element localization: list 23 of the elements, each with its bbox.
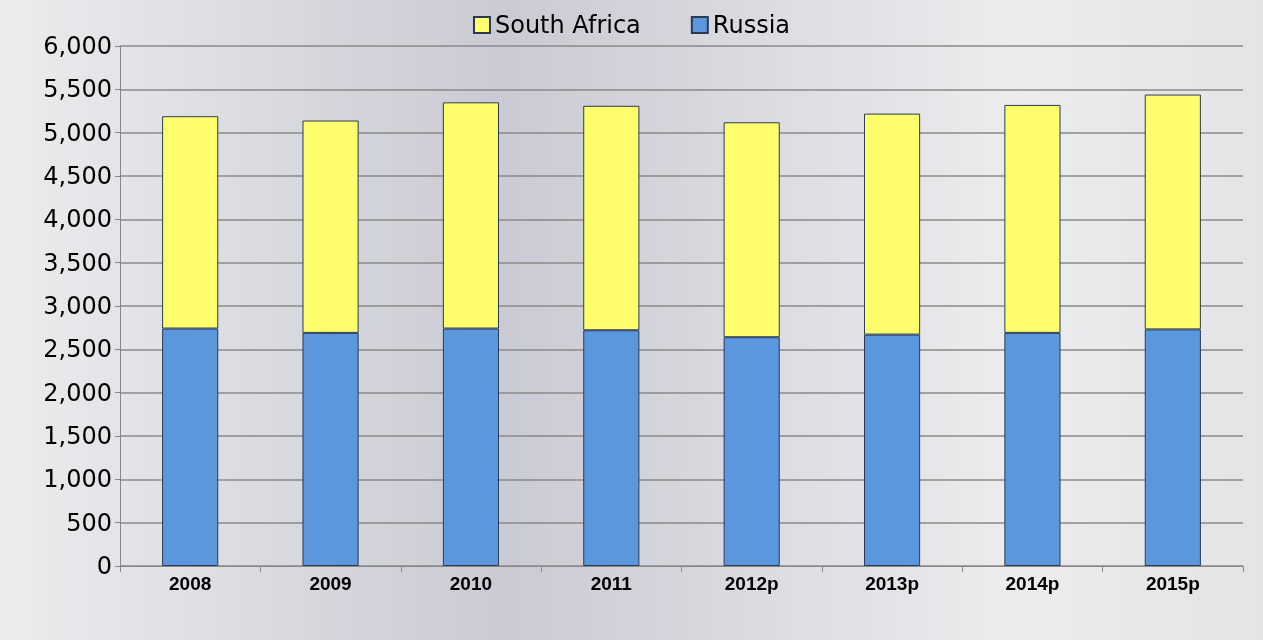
y-tick-label: 2,500	[43, 335, 112, 364]
y-tick-label: 1,000	[43, 465, 112, 494]
x-tick-label: 2012p	[724, 573, 779, 594]
y-tick-label: 2,000	[43, 378, 112, 407]
y-tick-label: 4,500	[43, 162, 112, 190]
y-tick-label: 4,000	[43, 205, 112, 234]
x-tick-label: 2010	[449, 573, 493, 594]
y-tick-label: 5,500	[43, 75, 112, 104]
y-tick-label: 6,000	[43, 32, 112, 60]
y-tick-label: 1,500	[43, 422, 112, 450]
x-tick-label: 2009	[309, 573, 352, 594]
y-tick-label: 5,000	[43, 118, 112, 147]
y-tick-label: 3,000	[43, 292, 112, 320]
legend-label: South Africa	[494, 11, 641, 39]
x-tick-label: 2013p	[865, 573, 919, 594]
x-tick-label: 2015p	[1145, 573, 1200, 594]
x-tick-label: 2011	[590, 573, 633, 594]
x-tick-label: 2014p	[1005, 573, 1060, 594]
y-tick-label: 500	[66, 508, 112, 537]
x-tick-label: 2008	[169, 573, 212, 594]
y-tick-label: 0	[96, 552, 112, 580]
y-tick-label: 3,500	[43, 248, 112, 277]
legend-label: Russia	[712, 11, 791, 39]
